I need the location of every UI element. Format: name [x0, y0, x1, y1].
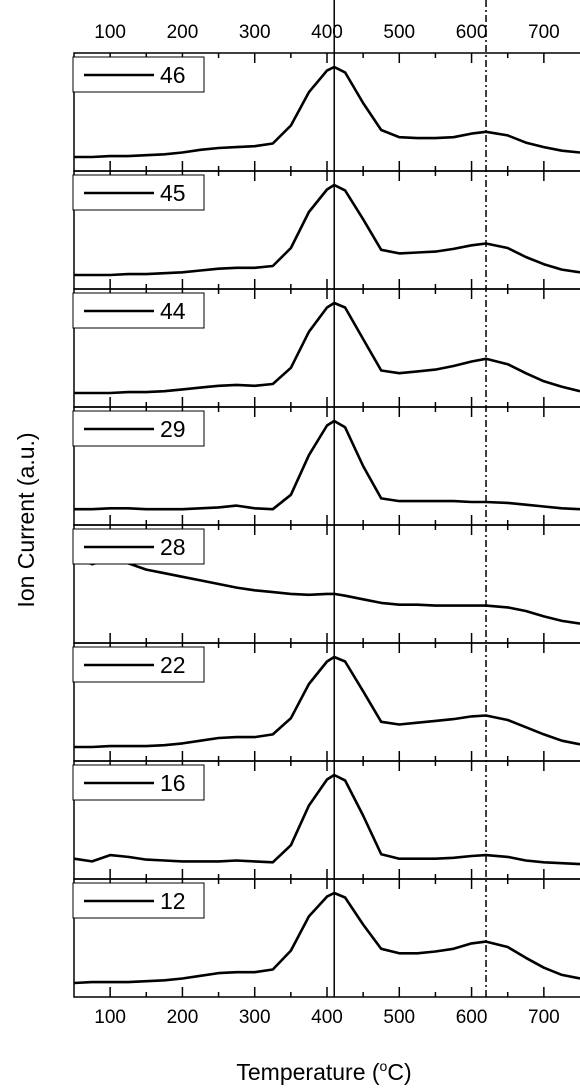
- legend-label: 22: [160, 652, 186, 678]
- series-line-44: [74, 301, 580, 395]
- top-tick-label: 300: [239, 22, 271, 43]
- series-line-16: [73, 773, 580, 866]
- panel-28: 28: [72, 524, 580, 644]
- series-line-22: [74, 655, 580, 749]
- y-axis-title: Ion Current (a.u.): [13, 432, 39, 607]
- bottom-tick-label: 300: [239, 1007, 271, 1028]
- series-line-12: [73, 891, 580, 985]
- legend-label: 44: [160, 298, 186, 324]
- bottom-x-tick-labels: 100 200 300 400 500 600 700: [94, 1007, 559, 1028]
- legend-28: 28: [72, 528, 205, 565]
- legend-44: 44: [72, 292, 205, 329]
- legend-label: 46: [160, 62, 186, 88]
- legend-label: 28: [160, 534, 186, 560]
- series-line-45: [74, 183, 580, 277]
- top-tick-label: 100: [94, 22, 126, 43]
- legend-16: 16: [72, 764, 205, 801]
- series-line-28: [73, 554, 580, 625]
- legend-12: 12: [72, 882, 205, 919]
- legend-label: 45: [160, 180, 186, 206]
- series-line-46: [74, 65, 580, 159]
- legend-22: 22: [72, 646, 205, 683]
- bottom-tick-label: 600: [456, 1007, 488, 1028]
- panels: 46 45 44 29 28 22 16 12: [72, 52, 580, 998]
- legend-45: 45: [72, 174, 205, 211]
- legend-29: 29: [72, 410, 205, 447]
- legend-label: 16: [160, 770, 186, 796]
- legend-label: 12: [160, 888, 186, 914]
- top-tick-label: 400: [311, 22, 343, 43]
- top-x-tick-labels: 100 200 300 400 500 600 700: [94, 22, 559, 43]
- series-line-29: [74, 419, 580, 511]
- panel-12: 12: [72, 878, 580, 998]
- bottom-tick-label: 200: [167, 1007, 199, 1028]
- panel-46: 46: [72, 52, 580, 172]
- bottom-tick-label: 400: [311, 1007, 343, 1028]
- panel-44: 44: [72, 288, 580, 408]
- bottom-tick-label: 500: [383, 1007, 415, 1028]
- bottom-tick-label: 100: [94, 1007, 126, 1028]
- top-tick-label: 700: [528, 22, 560, 43]
- bottom-tick-label: 700: [528, 1007, 560, 1028]
- panel-29: 29: [72, 406, 580, 526]
- panel-frame: [73, 878, 580, 998]
- legend-46: 46: [72, 56, 205, 93]
- top-tick-label: 600: [456, 22, 488, 43]
- x-axis-title: Temperature (oC): [236, 1058, 411, 1085]
- top-tick-label: 200: [167, 22, 199, 43]
- top-tick-label: 500: [383, 22, 415, 43]
- panel-45: 45: [72, 170, 580, 290]
- reference-lines: [333, 0, 487, 997]
- legend-label: 29: [160, 416, 186, 442]
- panel-22: 22: [72, 642, 580, 762]
- panel-16: 16: [72, 760, 580, 880]
